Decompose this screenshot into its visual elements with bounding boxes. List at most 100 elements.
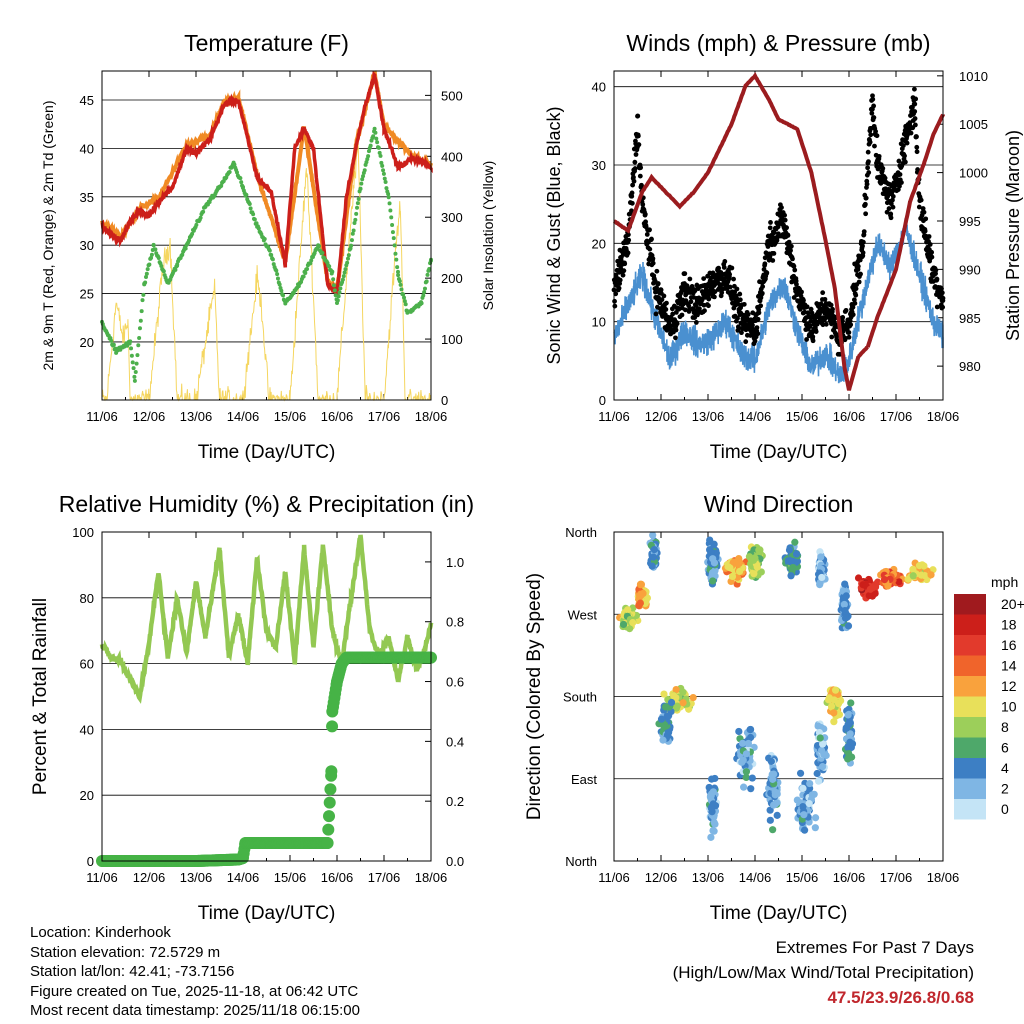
created-text: Figure created on Tue, 2025-11-18, at 06… — [30, 982, 359, 1000]
direction-point — [805, 800, 813, 808]
gust-point — [896, 158, 902, 164]
gust-point — [890, 194, 896, 199]
direction-point — [667, 698, 676, 707]
gust-point — [864, 181, 870, 187]
dewpoint-point — [343, 267, 348, 272]
direction-point — [636, 581, 645, 589]
dewpoint-point — [145, 267, 150, 272]
gust-point — [914, 144, 920, 150]
dewpoint-point — [135, 353, 140, 358]
gust-point — [801, 298, 806, 303]
direction-point — [750, 570, 758, 578]
x-axis-label: Time (Day/UTC) — [710, 903, 848, 924]
gust-point — [701, 276, 707, 282]
gust-point — [870, 93, 875, 99]
station-info: Location: Kinderhook Station elevation: … — [30, 923, 360, 1021]
gust-point — [866, 159, 871, 165]
gust-point — [933, 267, 939, 273]
gust-point — [697, 306, 702, 312]
y-right-tick-label: 0 — [441, 393, 448, 408]
gust-point — [903, 159, 908, 165]
y-tick-label: North — [565, 854, 597, 869]
dewpoint-point — [336, 294, 341, 299]
dewpoint-point — [390, 223, 395, 228]
direction-point — [769, 826, 777, 834]
dewpoint-point — [358, 186, 363, 191]
series-wind-direction — [616, 531, 937, 841]
direction-point — [773, 811, 781, 819]
y-tick-label: 40 — [592, 80, 606, 95]
direction-point — [844, 622, 853, 630]
dewpoint-point — [183, 246, 188, 251]
gust-point — [871, 103, 877, 109]
elevation-text: Station elevation: 72.5729 m — [30, 943, 221, 961]
plot-frame — [613, 531, 944, 862]
dewpoint-point — [153, 247, 158, 252]
dewpoint-point — [381, 171, 386, 176]
gust-point — [759, 290, 765, 296]
y-right-tick-label: 1.0 — [446, 555, 464, 570]
gust-point — [617, 277, 623, 283]
dewpoint-point — [345, 260, 350, 265]
gust-point — [754, 325, 760, 331]
dewpoint-point — [132, 374, 137, 379]
dewpoint-point — [397, 279, 402, 284]
x-tick-label: 13/06 — [180, 870, 213, 885]
dewpoint-point — [419, 301, 424, 306]
dewpoint-point — [355, 205, 360, 210]
direction-point — [748, 774, 756, 782]
dewpoint-point — [342, 270, 347, 275]
dewpoint-point — [337, 290, 342, 295]
chart-title: Relative Humidity (%) & Precipitation (i… — [59, 491, 474, 517]
gust-point — [912, 122, 918, 128]
x-tick-label: 14/06 — [227, 409, 260, 424]
direction-point — [817, 553, 825, 561]
gust-point — [840, 318, 845, 324]
direction-point — [747, 785, 755, 793]
dewpoint-point — [386, 191, 391, 196]
x-tick-label: 11/06 — [598, 409, 630, 424]
series-2m-dewpoint — [100, 126, 433, 383]
dewpoint-point — [340, 277, 345, 282]
dewpoint-point — [396, 269, 401, 274]
dewpoint-point — [356, 196, 361, 201]
gust-point — [764, 270, 770, 276]
gust-point — [638, 165, 644, 171]
dewpoint-point — [361, 174, 366, 179]
gust-point — [888, 211, 894, 217]
gust-point — [640, 202, 646, 207]
legend-swatch — [954, 696, 986, 717]
dewpoint-point — [219, 183, 224, 188]
gust-point — [828, 302, 834, 308]
gust-point — [871, 115, 877, 120]
dewpoint-point — [275, 272, 280, 277]
dewpoint-point — [376, 145, 381, 150]
gust-point — [743, 339, 749, 345]
gust-point — [616, 285, 622, 291]
x-tick-label: 14/06 — [739, 409, 772, 424]
gust-point — [850, 312, 856, 318]
gust-point — [650, 260, 656, 266]
gust-point — [632, 166, 638, 171]
direction-point — [746, 733, 755, 742]
legend-label: 20+ — [1001, 596, 1024, 612]
direction-point — [792, 550, 801, 558]
x-tick-label: 17/06 — [880, 870, 913, 885]
y-tick-label: 40 — [80, 141, 94, 156]
direction-point — [846, 730, 854, 738]
direction-point — [728, 572, 737, 581]
direction-point — [801, 826, 809, 834]
direction-point — [815, 728, 824, 737]
dewpoint-point — [143, 280, 148, 285]
direction-point — [672, 694, 680, 702]
dewpoint-point — [143, 274, 148, 279]
location-text: Location: Kinderhook — [30, 924, 171, 941]
x-tick-label: 15/06 — [274, 870, 307, 885]
dewpoint-point — [134, 361, 139, 366]
gust-point — [922, 228, 928, 234]
gust-point — [687, 276, 693, 282]
gust-point — [788, 248, 793, 253]
direction-point — [811, 814, 820, 822]
direction-point — [746, 725, 755, 734]
gust-point — [830, 306, 835, 312]
